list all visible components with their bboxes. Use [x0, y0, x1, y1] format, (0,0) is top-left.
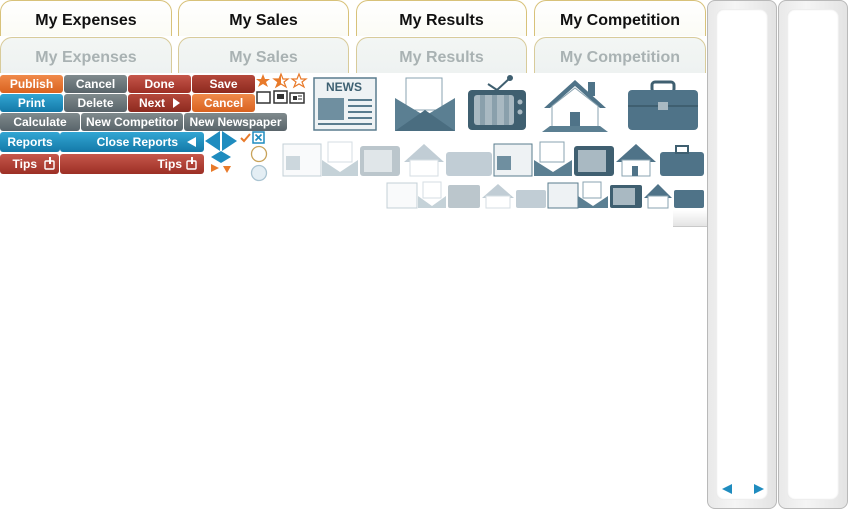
tab-my-expenses-inactive[interactable]: My Expenses	[0, 37, 172, 73]
publish-button[interactable]: Publish	[0, 75, 63, 93]
newspaper-label: NEWS	[326, 80, 362, 94]
tab-label: My Results	[399, 49, 484, 66]
tab-my-results[interactable]: My Results	[356, 0, 527, 36]
tips-button[interactable]: Tips	[0, 154, 59, 174]
side-panel-right	[778, 0, 848, 509]
cancel-orange-button[interactable]: Cancel	[192, 94, 255, 112]
delete-button[interactable]: Delete	[64, 94, 127, 112]
tab-label: My Competition	[560, 12, 680, 29]
sort-arrows-icon[interactable]	[211, 151, 231, 163]
tips-label: Tips	[12, 157, 37, 171]
tab-my-competition-inactive[interactable]: My Competition	[534, 37, 706, 73]
diamond-arrows-icon[interactable]	[205, 131, 237, 151]
star-rating[interactable]	[256, 72, 308, 90]
calculate-button[interactable]: Calculate	[0, 113, 80, 131]
new-competitor-button[interactable]: New Competitor	[81, 113, 183, 131]
tv-icon	[468, 75, 526, 130]
briefcase-icon	[628, 80, 698, 130]
tab-my-competition[interactable]: My Competition	[534, 0, 706, 36]
tab-my-results-inactive[interactable]: My Results	[356, 37, 527, 73]
print-button[interactable]: Print	[0, 94, 63, 112]
done-button[interactable]: Done	[128, 75, 191, 93]
side-panel-left	[707, 0, 777, 509]
radio-disabled-icon	[250, 164, 268, 182]
close-reports-label: Close Reports	[96, 135, 178, 149]
tab-my-sales[interactable]: My Sales	[178, 0, 349, 36]
tab-label: My Competition	[560, 49, 680, 66]
side-panel-inner	[716, 9, 768, 500]
tips-wide-button[interactable]: Tips	[60, 154, 204, 174]
save-button[interactable]: Save	[192, 75, 255, 93]
next-button[interactable]: Next	[128, 94, 191, 112]
newspaper-icon: NEWS	[312, 76, 378, 132]
tab-label: My Expenses	[35, 49, 137, 66]
reports-button[interactable]: Reports	[0, 132, 60, 152]
play-arrows-icon[interactable]	[211, 164, 235, 174]
close-reports-button[interactable]: Close Reports	[60, 132, 204, 152]
chevron-left-icon[interactable]	[720, 483, 734, 495]
next-label: Next	[138, 96, 165, 110]
tab-label: My Results	[399, 12, 484, 29]
envelope-icon	[395, 77, 455, 131]
tab-my-sales-inactive[interactable]: My Sales	[178, 37, 349, 73]
small-device-icons	[256, 90, 305, 104]
chevron-left-icon	[187, 137, 196, 147]
tab-label: My Sales	[229, 49, 298, 66]
tips-wide-label: Tips	[157, 157, 182, 171]
tab-label: My Expenses	[35, 12, 137, 29]
tab-label: My Sales	[229, 12, 298, 29]
medium-icon-strip	[282, 141, 704, 177]
side-panel-inner	[787, 9, 839, 500]
new-newspaper-button[interactable]: New Newspaper	[184, 113, 287, 131]
radio-off-icon[interactable]	[250, 145, 268, 163]
chevron-right-icon[interactable]	[752, 483, 766, 495]
tips-hand-icon	[44, 157, 55, 170]
house-icon	[542, 80, 608, 132]
tips-hand-icon	[186, 157, 197, 170]
small-icon-strip	[386, 181, 704, 209]
scroll-strip	[673, 210, 708, 227]
tab-my-expenses[interactable]: My Expenses	[0, 0, 172, 36]
cancel-button[interactable]: Cancel	[64, 75, 127, 93]
check-icon	[240, 131, 265, 144]
